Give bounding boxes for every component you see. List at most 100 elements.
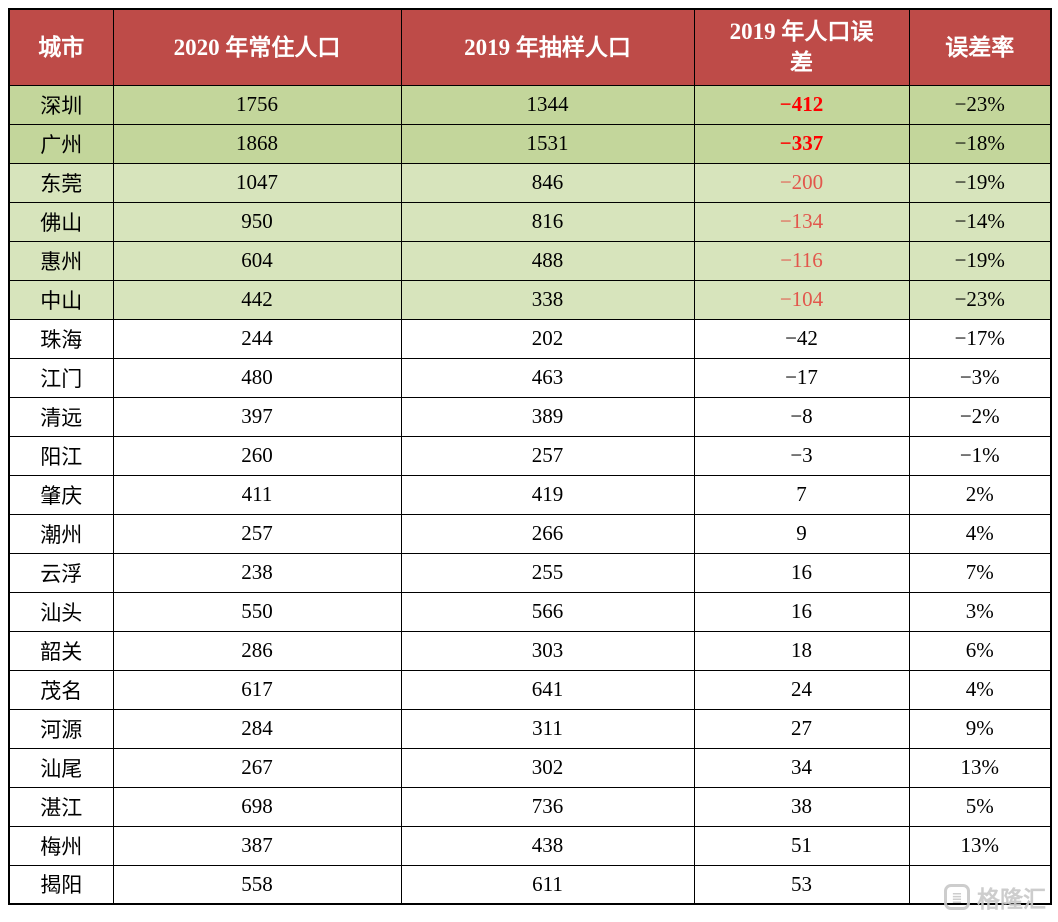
rate-cell: 13% [908, 825, 1052, 866]
header-error-rate: 误差率 [908, 8, 1052, 86]
table-row: 云浮 238 255 16 7% [8, 552, 1052, 593]
sample2019-cell: 303 [400, 630, 695, 671]
rate-cell: 9% [908, 708, 1052, 749]
sample2019-cell: 641 [400, 669, 695, 710]
table-row: 清远 397 389 −8 −2% [8, 396, 1052, 437]
pop2020-cell: 284 [112, 708, 402, 749]
sample2019-cell: 419 [400, 474, 695, 515]
table-row: 梅州 387 438 51 13% [8, 825, 1052, 866]
pop2020-cell: 442 [112, 279, 402, 320]
rate-cell: −1% [908, 435, 1052, 476]
city-cell: 东莞 [8, 162, 114, 203]
header-pop2020: 2020 年常住人口 [112, 8, 402, 86]
table-row: 河源 284 311 27 9% [8, 708, 1052, 749]
pop2020-cell: 1868 [112, 123, 402, 164]
city-cell: 河源 [8, 708, 114, 749]
sample2019-cell: 311 [400, 708, 695, 749]
rate-cell: 4% [908, 669, 1052, 710]
pop2020-cell: 698 [112, 786, 402, 827]
table-row: 佛山 950 816 −134 −14% [8, 201, 1052, 242]
table-row: 中山 442 338 −104 −23% [8, 279, 1052, 320]
rate-cell: −18% [908, 123, 1052, 164]
error-cell: 51 [693, 825, 910, 866]
header-row: 城市 2020 年常住人口 2019 年抽样人口 2019 年人口误差 误差率 [8, 8, 1052, 86]
error-cell: 16 [693, 591, 910, 632]
rate-cell: −3% [908, 357, 1052, 398]
sample2019-cell: 257 [400, 435, 695, 476]
pop2020-cell: 558 [112, 864, 402, 905]
sample2019-cell: 846 [400, 162, 695, 203]
city-cell: 潮州 [8, 513, 114, 554]
error-cell: −3 [693, 435, 910, 476]
table-row: 珠海 244 202 −42 −17% [8, 318, 1052, 359]
pop2020-cell: 267 [112, 747, 402, 788]
rate-cell: −17% [908, 318, 1052, 359]
city-cell: 揭阳 [8, 864, 114, 905]
pop2020-cell: 480 [112, 357, 402, 398]
pop2020-cell: 286 [112, 630, 402, 671]
header-sample2019: 2019 年抽样人口 [400, 8, 695, 86]
error-cell: −337 [693, 123, 910, 164]
header-error2019: 2019 年人口误差 [693, 8, 910, 86]
error-cell: 34 [693, 747, 910, 788]
table-row: 韶关 286 303 18 6% [8, 630, 1052, 671]
population-table: 城市 2020 年常住人口 2019 年抽样人口 2019 年人口误差 误差率 … [8, 8, 1052, 905]
rate-cell: −23% [908, 84, 1052, 125]
table-row: 深圳 1756 1344 −412 −23% [8, 84, 1052, 125]
error-cell: −104 [693, 279, 910, 320]
city-cell: 梅州 [8, 825, 114, 866]
sample2019-cell: 1344 [400, 84, 695, 125]
table-row: 广州 1868 1531 −337 −18% [8, 123, 1052, 164]
pop2020-cell: 260 [112, 435, 402, 476]
table-row: 湛江 698 736 38 5% [8, 786, 1052, 827]
rate-cell: −14% [908, 201, 1052, 242]
table-row: 茂名 617 641 24 4% [8, 669, 1052, 710]
city-cell: 湛江 [8, 786, 114, 827]
city-cell: 佛山 [8, 201, 114, 242]
pop2020-cell: 604 [112, 240, 402, 281]
error-cell: −42 [693, 318, 910, 359]
error-cell: 24 [693, 669, 910, 710]
rate-cell: 3% [908, 591, 1052, 632]
sample2019-cell: 463 [400, 357, 695, 398]
sample2019-cell: 816 [400, 201, 695, 242]
city-cell: 阳江 [8, 435, 114, 476]
sample2019-cell: 611 [400, 864, 695, 905]
table-row: 潮州 257 266 9 4% [8, 513, 1052, 554]
sample2019-cell: 266 [400, 513, 695, 554]
pop2020-cell: 950 [112, 201, 402, 242]
rate-cell: −23% [908, 279, 1052, 320]
rate-cell: −19% [908, 240, 1052, 281]
pop2020-cell: 238 [112, 552, 402, 593]
rate-cell: 5% [908, 786, 1052, 827]
rate-cell: 6% [908, 630, 1052, 671]
error-cell: 38 [693, 786, 910, 827]
population-table-wrap: 城市 2020 年常住人口 2019 年抽样人口 2019 年人口误差 误差率 … [8, 8, 1052, 905]
header-city: 城市 [8, 8, 114, 86]
city-cell: 江门 [8, 357, 114, 398]
sample2019-cell: 438 [400, 825, 695, 866]
table-row: 肇庆 411 419 7 2% [8, 474, 1052, 515]
table-row: 江门 480 463 −17 −3% [8, 357, 1052, 398]
rate-cell: 13% [908, 747, 1052, 788]
table-row: 揭阳 558 611 53 [8, 864, 1052, 905]
city-cell: 茂名 [8, 669, 114, 710]
error-cell: 16 [693, 552, 910, 593]
sample2019-cell: 389 [400, 396, 695, 437]
error-cell: −8 [693, 396, 910, 437]
pop2020-cell: 257 [112, 513, 402, 554]
city-cell: 汕头 [8, 591, 114, 632]
table-body: 深圳 1756 1344 −412 −23% 广州 1868 1531 −337 −18% 东莞 10… [8, 84, 1052, 905]
sample2019-cell: 302 [400, 747, 695, 788]
error-cell: −200 [693, 162, 910, 203]
table-row: 汕尾 267 302 34 13% [8, 747, 1052, 788]
table-row: 汕头 550 566 16 3% [8, 591, 1052, 632]
sample2019-cell: 1531 [400, 123, 695, 164]
rate-cell: 2% [908, 474, 1052, 515]
city-cell: 广州 [8, 123, 114, 164]
error-cell: −412 [693, 84, 910, 125]
sample2019-cell: 202 [400, 318, 695, 359]
pop2020-cell: 1756 [112, 84, 402, 125]
sample2019-cell: 338 [400, 279, 695, 320]
city-cell: 惠州 [8, 240, 114, 281]
